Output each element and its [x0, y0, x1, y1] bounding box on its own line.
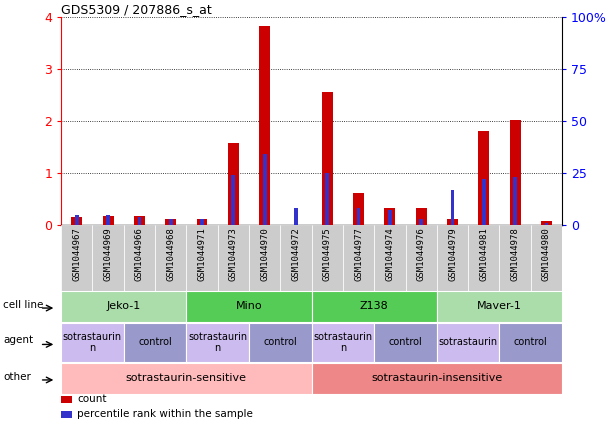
- Text: percentile rank within the sample: percentile rank within the sample: [77, 409, 253, 419]
- Text: GSM1044980: GSM1044980: [542, 227, 551, 281]
- Text: control: control: [389, 338, 422, 347]
- Text: GSM1044981: GSM1044981: [480, 227, 488, 281]
- Bar: [437, 323, 500, 362]
- Bar: [500, 323, 562, 362]
- Text: GDS5309 / 207886_s_at: GDS5309 / 207886_s_at: [61, 3, 212, 16]
- Text: sotrastaurin
n: sotrastaurin n: [313, 332, 373, 353]
- Bar: [447, 219, 458, 225]
- Text: Maver-1: Maver-1: [477, 302, 522, 311]
- Bar: [75, 214, 79, 225]
- Text: GSM1044972: GSM1044972: [291, 227, 301, 281]
- Bar: [513, 177, 517, 225]
- Bar: [123, 323, 186, 362]
- Bar: [61, 411, 72, 418]
- Bar: [374, 225, 406, 291]
- Bar: [280, 225, 312, 291]
- Bar: [106, 214, 110, 225]
- Text: GSM1044970: GSM1044970: [260, 227, 269, 281]
- Text: Jeko-1: Jeko-1: [106, 302, 141, 311]
- Text: GSM1044969: GSM1044969: [104, 227, 112, 281]
- Bar: [312, 291, 437, 321]
- Bar: [478, 132, 489, 225]
- Bar: [61, 323, 123, 362]
- Bar: [155, 225, 186, 291]
- Bar: [322, 92, 333, 225]
- Text: sotrastaurin
n: sotrastaurin n: [188, 332, 247, 353]
- Bar: [541, 221, 552, 225]
- Text: GSM1044974: GSM1044974: [386, 227, 394, 281]
- Text: cell line: cell line: [3, 300, 43, 310]
- Bar: [343, 225, 375, 291]
- Bar: [232, 175, 235, 225]
- Bar: [312, 363, 562, 393]
- Text: other: other: [3, 372, 31, 382]
- Bar: [263, 154, 266, 225]
- Text: GSM1044975: GSM1044975: [323, 227, 332, 281]
- Bar: [61, 225, 92, 291]
- Bar: [531, 225, 562, 291]
- Text: Mino: Mino: [236, 302, 262, 311]
- Bar: [249, 225, 280, 291]
- Bar: [388, 211, 392, 225]
- Bar: [134, 216, 145, 225]
- Bar: [92, 225, 123, 291]
- Text: GSM1044968: GSM1044968: [166, 227, 175, 281]
- Bar: [406, 225, 437, 291]
- Bar: [197, 219, 208, 225]
- Text: Z138: Z138: [360, 302, 389, 311]
- Text: GSM1044967: GSM1044967: [72, 227, 81, 281]
- Text: GSM1044966: GSM1044966: [135, 227, 144, 281]
- Bar: [61, 363, 312, 393]
- Text: GSM1044973: GSM1044973: [229, 227, 238, 281]
- Bar: [437, 225, 468, 291]
- Bar: [419, 219, 423, 225]
- Text: GSM1044971: GSM1044971: [197, 227, 207, 281]
- Bar: [357, 209, 360, 225]
- Bar: [510, 120, 521, 225]
- Bar: [249, 323, 312, 362]
- Bar: [451, 190, 455, 225]
- Text: control: control: [263, 338, 297, 347]
- Bar: [228, 143, 239, 225]
- Bar: [326, 173, 329, 225]
- Bar: [137, 217, 141, 225]
- Bar: [312, 225, 343, 291]
- Bar: [294, 209, 298, 225]
- Bar: [71, 217, 82, 225]
- Text: sotrastaurin-insensitive: sotrastaurin-insensitive: [371, 374, 502, 383]
- Text: sotrastaurin-sensitive: sotrastaurin-sensitive: [126, 374, 247, 383]
- Bar: [186, 225, 218, 291]
- Text: GSM1044978: GSM1044978: [511, 227, 519, 281]
- Bar: [437, 291, 562, 321]
- Bar: [123, 225, 155, 291]
- Bar: [186, 323, 249, 362]
- Text: agent: agent: [3, 335, 33, 346]
- Bar: [61, 291, 186, 321]
- Bar: [374, 323, 437, 362]
- Text: sotrastaurin: sotrastaurin: [439, 338, 498, 347]
- Bar: [61, 396, 72, 403]
- Bar: [384, 209, 395, 225]
- Bar: [415, 209, 426, 225]
- Text: GSM1044979: GSM1044979: [448, 227, 457, 281]
- Bar: [353, 193, 364, 225]
- Bar: [165, 219, 176, 225]
- Text: GSM1044976: GSM1044976: [417, 227, 426, 281]
- Bar: [186, 291, 312, 321]
- Bar: [169, 219, 172, 225]
- Bar: [200, 219, 204, 225]
- Bar: [259, 26, 270, 225]
- Text: GSM1044977: GSM1044977: [354, 227, 363, 281]
- Text: count: count: [77, 394, 107, 404]
- Bar: [500, 225, 531, 291]
- Bar: [218, 225, 249, 291]
- Text: control: control: [514, 338, 547, 347]
- Text: sotrastaurin
n: sotrastaurin n: [63, 332, 122, 353]
- Bar: [312, 323, 374, 362]
- Bar: [482, 179, 486, 225]
- Bar: [103, 216, 114, 225]
- Text: control: control: [138, 338, 172, 347]
- Bar: [468, 225, 500, 291]
- Bar: [544, 223, 548, 225]
